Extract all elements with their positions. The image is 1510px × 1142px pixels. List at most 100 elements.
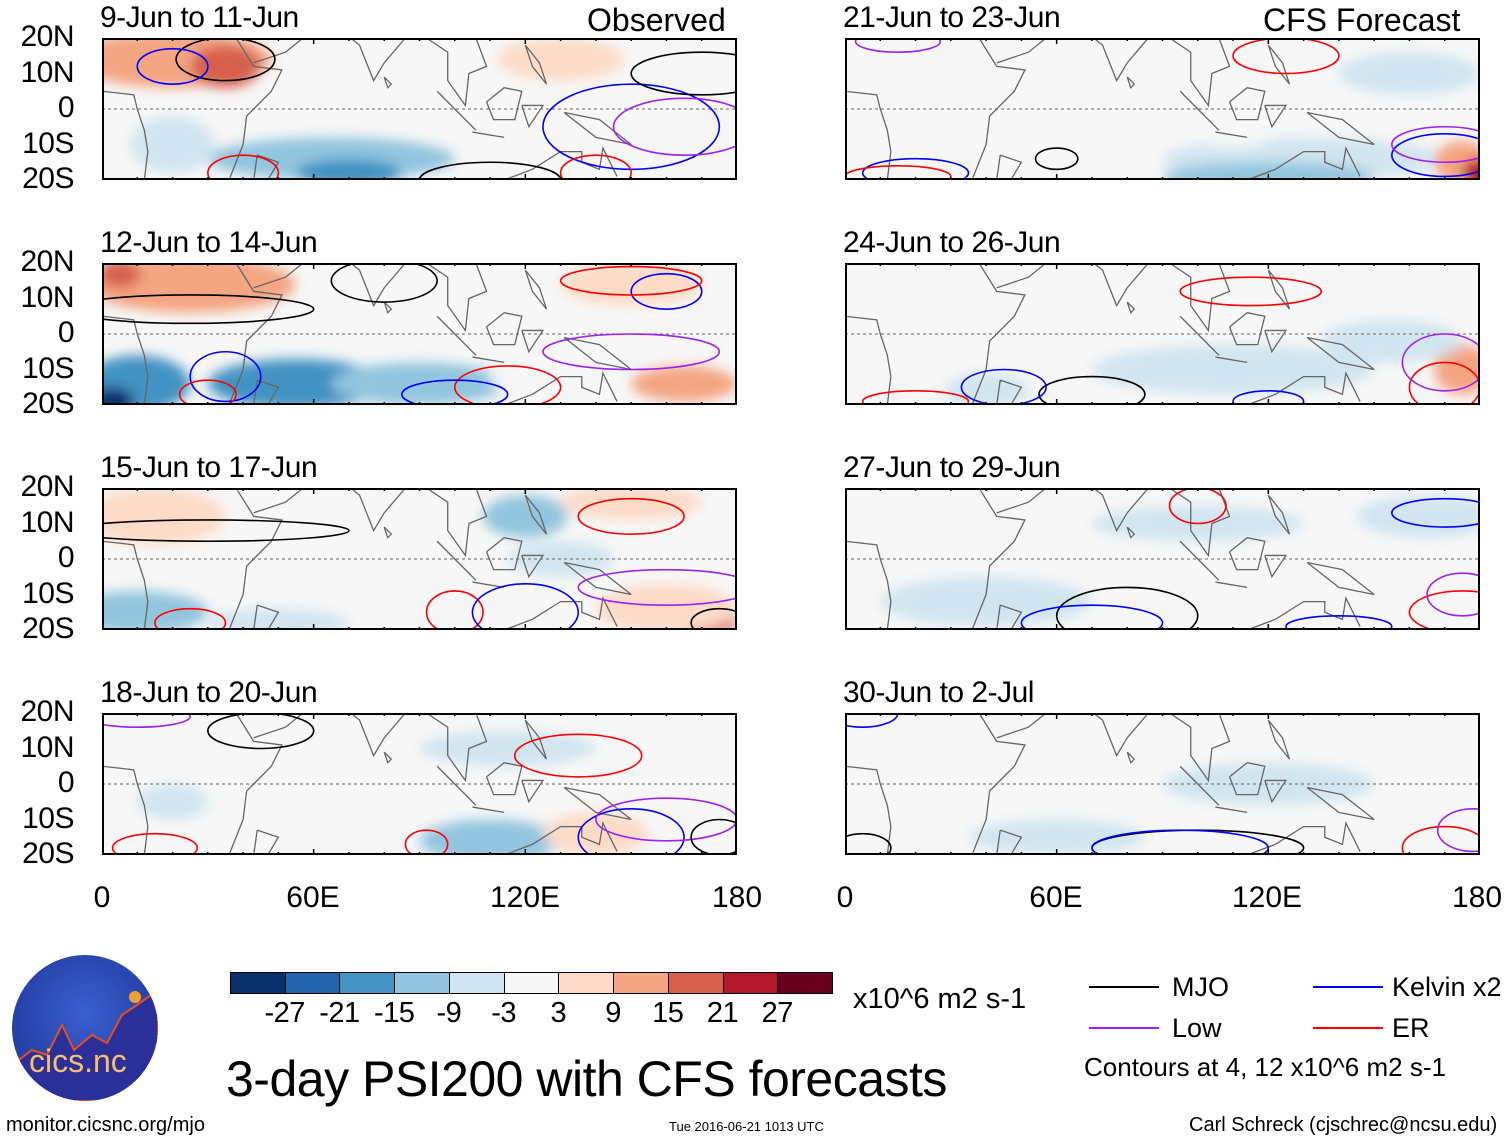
- coastline: [485, 87, 523, 121]
- coastline: [1169, 263, 1231, 333]
- legend-line-kelvin: [1313, 986, 1383, 988]
- observed-tag: Observed: [587, 2, 726, 38]
- mjo-contour: [1034, 147, 1079, 171]
- coastline: [1306, 111, 1375, 146]
- coastline: [253, 379, 280, 405]
- coastline: [228, 488, 283, 630]
- er-contour: [513, 733, 643, 778]
- kelvin-contour: [1232, 390, 1305, 405]
- coastline: [1264, 329, 1288, 354]
- mjo-contour: [175, 38, 276, 82]
- colorbar-swatch: [777, 972, 833, 994]
- map-panel: [102, 713, 737, 855]
- lat-label: 0: [57, 541, 75, 574]
- er-contour: [559, 265, 703, 296]
- mjo-contour: [845, 832, 892, 855]
- coastline: [228, 38, 283, 180]
- anomaly-region: [419, 819, 561, 855]
- colorbar-swatch: [230, 972, 286, 994]
- low-contour: [595, 797, 737, 842]
- coastline: [1215, 806, 1248, 814]
- coastline: [1228, 537, 1266, 571]
- low-contour: [1426, 572, 1480, 617]
- coastline: [253, 38, 304, 64]
- anomaly-region: [102, 263, 141, 288]
- timestamp: Tue 2016-06-21 1013 UTC: [669, 1119, 824, 1134]
- coastline: [563, 786, 632, 821]
- coastline: [845, 765, 892, 855]
- legend-line-low: [1089, 1027, 1159, 1029]
- coastline: [253, 263, 304, 289]
- coastline: [102, 765, 149, 855]
- anomaly-region: [880, 576, 1092, 627]
- colorbar-label: -21: [319, 997, 360, 1029]
- colorbar-swatch: [339, 972, 396, 994]
- anomaly-region: [1091, 344, 1375, 395]
- coastline: [1264, 779, 1288, 804]
- mountain-icon: [12, 988, 158, 1101]
- coastline: [1215, 131, 1248, 139]
- coastline: [102, 315, 149, 405]
- coastline: [1126, 301, 1136, 314]
- anomaly-region: [278, 566, 420, 623]
- coastline: [971, 488, 1026, 630]
- coastline: [253, 154, 280, 180]
- lat-label: 10S: [22, 126, 74, 160]
- anomaly-region: [102, 387, 134, 405]
- low-contour: [1436, 808, 1480, 853]
- coastline: [996, 38, 1047, 64]
- kelvin-contour: [861, 157, 970, 180]
- anomaly-region: [225, 805, 332, 848]
- kelvin-contour: [960, 368, 1047, 405]
- kelvin-contour: [401, 379, 509, 405]
- coastline: [845, 540, 892, 630]
- legend-label-mjo: MJO: [1172, 972, 1229, 1002]
- coastline: [349, 38, 406, 83]
- coastline: [1179, 540, 1220, 581]
- er-contour: [577, 497, 685, 535]
- er-contour: [154, 607, 227, 630]
- er-contour: [111, 832, 199, 855]
- er-contour: [207, 154, 280, 180]
- lon-label-right-0: 0: [836, 881, 854, 914]
- coastline: [436, 90, 477, 131]
- coastline: [472, 806, 505, 814]
- coastline: [996, 263, 1047, 289]
- coastline: [1092, 713, 1149, 758]
- source-url[interactable]: monitor.cicsnc.org/mjo: [6, 1114, 205, 1136]
- coastline: [253, 488, 304, 514]
- coastline: [349, 263, 406, 308]
- low-contour: [102, 713, 191, 728]
- anomaly-region: [525, 137, 596, 180]
- coastline: [383, 76, 393, 89]
- coastline: [563, 111, 632, 146]
- coastline: [1092, 263, 1149, 308]
- kelvin-contour: [845, 713, 899, 728]
- colorbar-label: 9: [605, 997, 621, 1029]
- lat-label: 20S: [22, 387, 74, 420]
- lat-label: 10N: [20, 55, 74, 89]
- anomaly-region: [190, 45, 261, 88]
- coastline: [1267, 494, 1291, 535]
- coastline: [1169, 488, 1231, 558]
- coastline: [1215, 356, 1248, 364]
- anomaly-region: [986, 305, 1198, 349]
- lon-label-right-120e: 120E: [1231, 881, 1303, 914]
- coastline: [845, 90, 892, 180]
- coastline: [1228, 762, 1266, 796]
- logo-text: cics.nc: [29, 1043, 127, 1079]
- panel-title: 18-Jun to 20-Jun: [100, 676, 318, 709]
- coastline: [1267, 269, 1291, 310]
- coastline: [349, 488, 406, 533]
- coastline: [383, 751, 393, 764]
- coastline: [971, 263, 1026, 405]
- coastline: [472, 131, 505, 139]
- colorbar-label: -27: [264, 997, 306, 1029]
- anomaly-region: [1162, 762, 1375, 806]
- anomaly-region: [102, 263, 296, 313]
- panel-title: 15-Jun to 17-Jun: [100, 451, 318, 484]
- kelvin-contour: [1391, 133, 1480, 178]
- coastline: [503, 370, 618, 405]
- coastline: [426, 263, 488, 333]
- colorbar-swatch: [394, 972, 450, 994]
